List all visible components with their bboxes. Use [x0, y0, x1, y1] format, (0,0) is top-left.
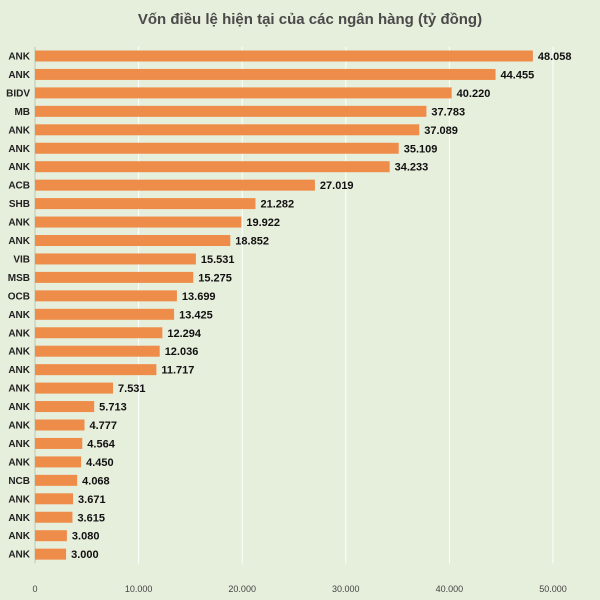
x-tick-label: 30.000: [332, 584, 360, 594]
bar: [35, 105, 427, 117]
data-label: 4.564: [87, 438, 115, 450]
x-axis-ticks: 0 10.000 20.000 30.000 40.000 50.000: [32, 584, 566, 594]
category-label: MB: [14, 107, 30, 118]
category-label: ANK: [8, 236, 30, 247]
data-label: 11.717: [161, 365, 194, 377]
data-label: 44.455: [501, 69, 535, 81]
category-label: ANK: [8, 125, 30, 136]
category-label: ANK: [8, 347, 30, 358]
category-label: BIDV: [6, 88, 30, 99]
data-label: 13.699: [182, 291, 216, 303]
data-label: 7.531: [118, 383, 146, 395]
x-tick-label: 50.000: [539, 584, 567, 594]
category-label: ANK: [8, 421, 30, 432]
bar: [35, 253, 196, 265]
bar: [35, 271, 194, 283]
category-label: OCB: [8, 291, 30, 302]
chart-title: Vốn điều lệ hiện tại của các ngân hàng (…: [138, 11, 482, 28]
category-label: ANK: [8, 218, 30, 229]
category-label: ANK: [8, 310, 30, 321]
data-label: 40.220: [457, 88, 491, 100]
bar: [35, 382, 114, 394]
category-label: ACB: [8, 181, 30, 192]
bar: [35, 493, 74, 505]
data-label: 37.089: [424, 125, 458, 137]
category-label: ANK: [8, 70, 30, 81]
bars-layer: [35, 50, 533, 560]
bar: [35, 345, 160, 357]
data-label: 37.783: [431, 106, 465, 118]
data-label: 4.068: [82, 475, 110, 487]
category-label: ANK: [8, 328, 30, 339]
category-label: ANK: [8, 494, 30, 505]
bar: [35, 437, 83, 449]
bar: [35, 474, 78, 486]
bar: [35, 548, 67, 560]
x-tick-label: 0: [32, 584, 37, 594]
data-label: 3.671: [78, 494, 106, 506]
data-label: 4.777: [89, 420, 117, 432]
bar: [35, 68, 496, 80]
data-label: 12.294: [167, 328, 202, 340]
grid-layer: [34, 46, 554, 564]
bar: [35, 198, 256, 210]
category-label: VIB: [13, 254, 30, 265]
data-label: 13.425: [179, 309, 213, 321]
bar: [35, 364, 157, 376]
bar: [35, 530, 67, 542]
data-label: 15.531: [201, 254, 235, 266]
data-label: 21.282: [260, 199, 294, 211]
category-label: ANK: [8, 531, 30, 542]
bar: [35, 327, 163, 339]
category-label: ANK: [8, 365, 30, 376]
bar: [35, 419, 85, 431]
data-label: 3.615: [77, 512, 105, 524]
data-label: 18.852: [235, 236, 269, 248]
bar: [35, 511, 73, 523]
x-tick-label: 10.000: [125, 584, 153, 594]
category-label: ANK: [8, 550, 30, 561]
category-label: ANK: [8, 439, 30, 450]
data-label: 5.713: [99, 402, 127, 414]
bar: [35, 216, 242, 228]
bar: [35, 50, 533, 62]
bar: [35, 179, 315, 191]
x-tick-label: 40.000: [436, 584, 464, 594]
category-label: ANK: [8, 52, 30, 63]
category-label: ANK: [8, 457, 30, 468]
category-label: ANK: [8, 513, 30, 524]
category-label: NCB: [8, 476, 30, 487]
bar: [35, 308, 175, 320]
bar: [35, 456, 82, 468]
bar: [35, 235, 231, 246]
data-label: 3.000: [71, 549, 99, 561]
bar: [35, 87, 452, 99]
data-label: 4.450: [86, 457, 114, 469]
data-label: 48.058: [538, 51, 572, 63]
data-label: 27.019: [320, 180, 354, 192]
bar: [35, 401, 95, 413]
bar: [35, 161, 390, 173]
data-label: 35.109: [404, 143, 438, 155]
category-label: ANK: [8, 144, 30, 155]
data-label: 15.275: [198, 272, 232, 284]
data-label: 3.080: [72, 531, 100, 543]
data-label: 19.922: [246, 217, 280, 229]
category-label: ANK: [8, 402, 30, 413]
labels-layer: ANK 48.058 ANK 44.455 BIDV 40.220 MB 37.783 ANK 3…: [6, 51, 571, 561]
category-label: ANK: [8, 162, 30, 173]
bar: [35, 290, 177, 302]
x-tick-label: 20.000: [228, 584, 256, 594]
category-label: SHB: [9, 199, 30, 210]
bar: [35, 142, 399, 154]
data-label: 12.036: [165, 346, 199, 358]
bar: [35, 124, 420, 136]
category-label: MSB: [8, 273, 30, 284]
category-label: ANK: [8, 384, 30, 395]
data-label: 34.233: [395, 162, 429, 174]
